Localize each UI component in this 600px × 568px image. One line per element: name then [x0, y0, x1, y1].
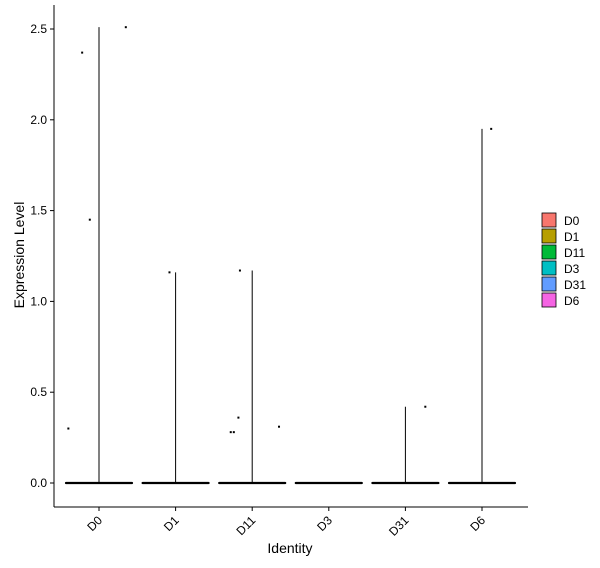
legend-label: D6 — [564, 294, 580, 308]
y-tick-label: 2.0 — [30, 113, 47, 127]
violin-D0 — [64, 27, 134, 485]
legend-item: D11 — [541, 244, 585, 260]
legend: D0 D1 D11 D3 D31 D6 — [541, 212, 586, 308]
outlier-point — [238, 269, 241, 272]
y-tick-label: 0.5 — [30, 385, 47, 399]
x-tick-label: D11 — [233, 513, 258, 538]
outlier-point — [232, 431, 235, 434]
outlier-point — [168, 271, 171, 274]
outlier-point — [237, 416, 240, 419]
x-tick-label: D31 — [386, 513, 412, 539]
legend-label: D1 — [564, 230, 580, 244]
y-tick-label: 1.5 — [30, 204, 47, 218]
legend-label: D0 — [564, 214, 580, 228]
violin-D1 — [141, 272, 210, 485]
legend-item: D0 — [541, 212, 580, 228]
outlier-point — [81, 51, 84, 54]
x-axis: D0 D1 D11 D3 D31 D6 — [54, 506, 528, 539]
y-tick-label: 1.0 — [30, 294, 47, 308]
x-tick-label: D3 — [314, 513, 335, 534]
legend-key — [541, 276, 557, 292]
legend-item: D3 — [541, 260, 580, 276]
legend-key — [541, 212, 557, 228]
legend-key — [541, 228, 557, 244]
outlier-point — [424, 405, 427, 408]
legend-item: D1 — [541, 228, 580, 244]
x-tick-label: D0 — [84, 513, 105, 534]
outlier-point — [67, 427, 70, 430]
y-axis-title: Expression Level — [11, 202, 27, 309]
outlier-point — [278, 425, 281, 428]
outlier-point — [229, 431, 232, 434]
outlier-point — [124, 26, 127, 29]
y-tick-label: 0.0 — [30, 476, 47, 490]
violin-D31 — [371, 406, 440, 485]
legend-label: D31 — [564, 278, 586, 292]
outlier-point — [88, 218, 91, 221]
legend-key — [541, 260, 557, 276]
y-tick-label: 2.5 — [30, 22, 47, 36]
y-axis: 0.0 0.5 1.0 1.5 2.0 2.5 — [30, 5, 55, 507]
violin-D11 — [218, 270, 287, 485]
outlier-point — [490, 127, 493, 130]
violin-D6 — [447, 128, 517, 485]
legend-key — [541, 244, 557, 260]
legend-key — [541, 292, 557, 308]
legend-label: D11 — [564, 246, 585, 260]
outlier-points — [67, 26, 493, 434]
violins — [64, 27, 517, 485]
x-tick-label: D1 — [161, 513, 182, 534]
x-tick-label: D6 — [467, 513, 488, 534]
legend-label: D3 — [564, 262, 580, 276]
x-axis-title: Identity — [267, 540, 312, 556]
legend-item: D31 — [541, 276, 586, 292]
legend-item: D6 — [541, 292, 580, 308]
